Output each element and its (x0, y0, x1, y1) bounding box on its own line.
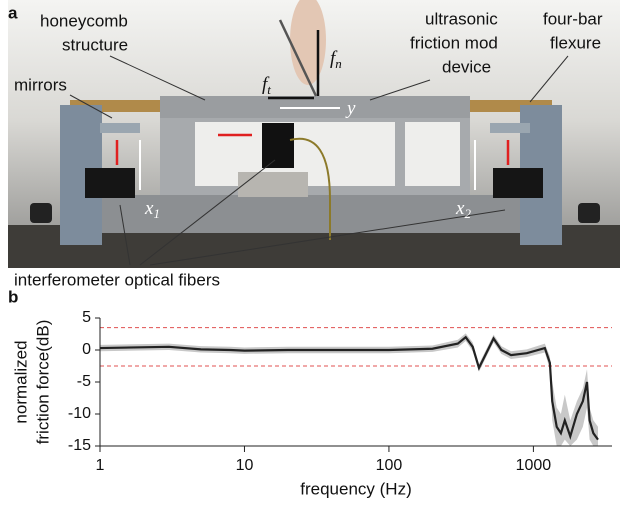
label: four-bar (543, 9, 603, 28)
y-tick-label: 0 (82, 341, 91, 358)
y-tick-label: -10 (68, 405, 91, 422)
panel-tag: b (8, 287, 18, 306)
data-line (99, 335, 599, 441)
plot: b 5 0 -5 -10 -15 1 10 100 1000 frequency (Hz) norma… (8, 287, 612, 498)
math-base: f (262, 74, 270, 95)
label: device (442, 57, 491, 76)
math-label: x1 (144, 198, 160, 221)
x-axis-label: frequency (Hz) (300, 479, 411, 498)
label: interferometer optical fibers (14, 270, 220, 289)
y-axis-label: normalized (11, 340, 30, 423)
label: honeycomb (40, 11, 128, 30)
y-axis-label: friction force(dB) (33, 320, 52, 445)
math-base: x (144, 198, 154, 219)
x-tick-label: 10 (236, 457, 254, 474)
math-label: x2 (455, 198, 471, 221)
math-label: fn (330, 48, 342, 71)
math-label: y (345, 98, 356, 119)
panel-tag: a (8, 3, 18, 22)
y-tick-label: 5 (82, 309, 91, 326)
y-tick-label: -15 (68, 437, 91, 454)
label: ultrasonic (425, 9, 498, 28)
math-base: y (345, 98, 356, 119)
math-sub: 1 (153, 206, 160, 221)
math-label: ft (262, 74, 271, 97)
math-sub: n (335, 56, 342, 71)
math-base: f (330, 48, 338, 69)
math-sub: t (267, 82, 271, 97)
x-tick-label: 1 (96, 457, 105, 474)
x-tick-label: 100 (376, 457, 403, 474)
label: friction mod (410, 33, 498, 52)
math-base: x (455, 198, 465, 219)
label: mirrors (14, 75, 67, 94)
y-tick-label: -5 (77, 373, 91, 390)
label: structure (62, 35, 128, 54)
variability-band (100, 333, 598, 446)
label: flexure (550, 33, 601, 52)
photo (8, 0, 620, 268)
math-sub: 2 (464, 206, 471, 221)
x-tick-label: 1000 (516, 457, 552, 474)
